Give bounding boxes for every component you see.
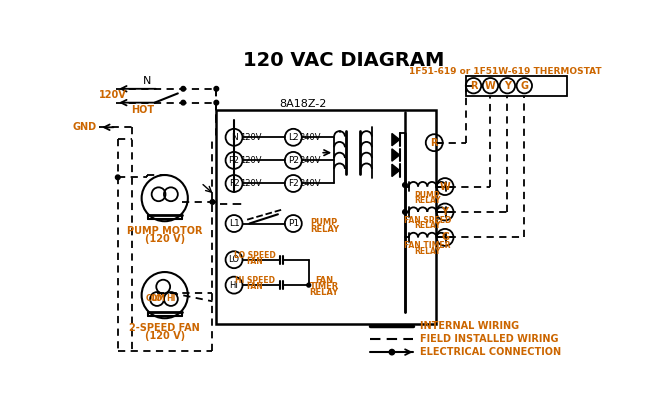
Text: Y: Y <box>504 81 511 91</box>
Text: 120V: 120V <box>99 90 127 100</box>
Text: W: W <box>440 181 450 191</box>
Circle shape <box>403 210 407 214</box>
Text: F2: F2 <box>288 179 299 188</box>
Text: INTERNAL WIRING: INTERNAL WIRING <box>420 321 519 331</box>
Bar <box>216 110 436 323</box>
Polygon shape <box>392 164 399 176</box>
Text: HI: HI <box>230 281 239 290</box>
Text: PUMP: PUMP <box>310 218 338 227</box>
Circle shape <box>115 175 120 180</box>
Text: FAN SPEED: FAN SPEED <box>403 216 451 225</box>
Text: HI SPEED: HI SPEED <box>234 276 275 285</box>
Text: 8A18Z-2: 8A18Z-2 <box>279 99 327 109</box>
Circle shape <box>181 86 186 91</box>
Circle shape <box>307 283 311 287</box>
Text: 120 VAC DIAGRAM: 120 VAC DIAGRAM <box>243 51 444 70</box>
Text: R: R <box>431 138 438 147</box>
Text: G: G <box>521 81 529 91</box>
Text: FAN TIMER: FAN TIMER <box>404 241 450 251</box>
Circle shape <box>403 183 407 187</box>
Text: R: R <box>470 81 477 91</box>
Text: GND: GND <box>73 122 97 132</box>
Text: LO: LO <box>228 255 240 264</box>
Text: RELAY: RELAY <box>414 247 441 256</box>
Text: L1: L1 <box>228 219 239 228</box>
Circle shape <box>181 100 186 105</box>
Circle shape <box>214 100 218 105</box>
Text: G: G <box>441 233 449 242</box>
Text: 240V: 240V <box>299 133 321 142</box>
Polygon shape <box>392 133 399 146</box>
Text: (120 V): (120 V) <box>145 234 185 244</box>
Text: F2: F2 <box>228 179 239 188</box>
Text: P2: P2 <box>288 156 299 165</box>
Text: 120V: 120V <box>241 133 262 142</box>
Text: 120V: 120V <box>241 156 262 165</box>
Circle shape <box>389 349 395 355</box>
Text: PUMP MOTOR: PUMP MOTOR <box>127 226 202 236</box>
Text: FAN: FAN <box>247 282 263 291</box>
Text: FAN: FAN <box>247 257 263 266</box>
Circle shape <box>214 86 218 91</box>
Text: Y: Y <box>442 207 448 217</box>
Text: P1: P1 <box>287 219 299 228</box>
Text: P2: P2 <box>228 156 240 165</box>
Text: COM: COM <box>145 295 165 303</box>
Circle shape <box>210 200 215 204</box>
Text: (120 V): (120 V) <box>145 331 185 341</box>
Text: 240V: 240V <box>299 179 321 188</box>
Text: LO SPEED: LO SPEED <box>234 251 275 260</box>
Text: RELAY: RELAY <box>310 288 339 297</box>
Text: FIELD INSTALLED WIRING: FIELD INSTALLED WIRING <box>420 334 559 344</box>
Text: N: N <box>230 133 237 142</box>
Text: 1F51-619 or 1F51W-619 THERMOSTAT: 1F51-619 or 1F51W-619 THERMOSTAT <box>409 67 602 76</box>
Polygon shape <box>392 149 399 161</box>
Text: 120V: 120V <box>241 179 262 188</box>
Text: W: W <box>485 81 496 91</box>
Text: PUMP: PUMP <box>415 191 440 199</box>
Text: L2: L2 <box>288 133 299 142</box>
Text: TIMER: TIMER <box>310 282 339 291</box>
Bar <box>466 76 567 96</box>
Text: LO: LO <box>151 295 163 303</box>
Text: 2-SPEED FAN: 2-SPEED FAN <box>129 323 200 333</box>
Text: FAN: FAN <box>315 276 333 285</box>
Text: RELAY: RELAY <box>310 225 340 234</box>
Text: RELAY: RELAY <box>414 221 441 230</box>
Text: HOT: HOT <box>131 105 155 115</box>
Text: 240V: 240V <box>299 156 321 165</box>
Text: HI: HI <box>166 295 176 303</box>
Text: ELECTRICAL CONNECTION: ELECTRICAL CONNECTION <box>420 347 561 357</box>
Text: RELAY: RELAY <box>414 196 441 205</box>
Text: N: N <box>143 76 151 86</box>
